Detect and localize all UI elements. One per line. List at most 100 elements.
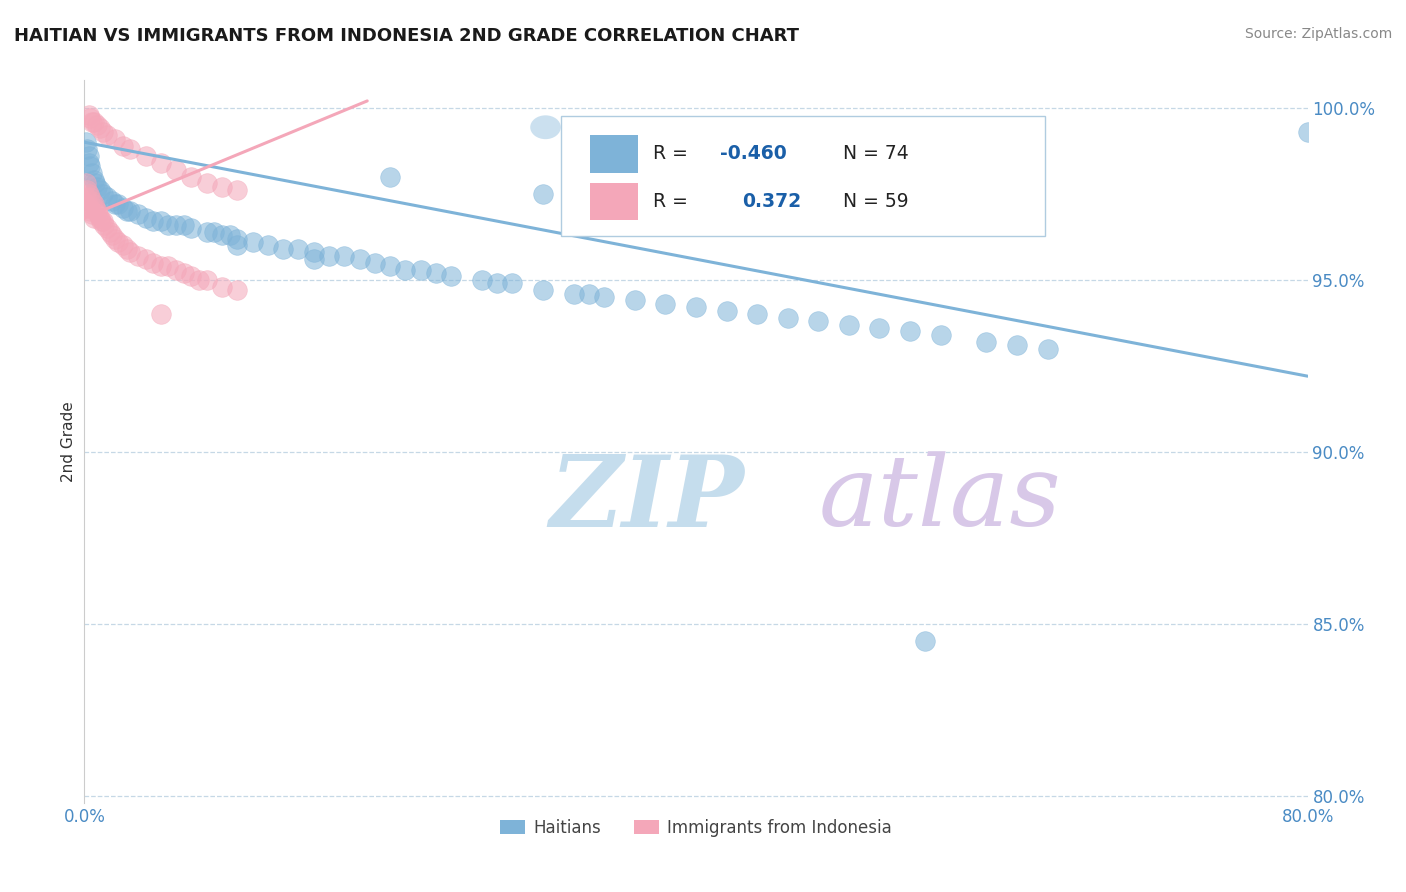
Point — [165, 162, 187, 177]
Bar — [589, 183, 638, 220]
Point — [502, 277, 524, 291]
FancyBboxPatch shape — [561, 116, 1045, 235]
Point — [96, 221, 118, 235]
Point — [578, 286, 600, 301]
Point — [75, 190, 97, 204]
Point — [562, 286, 585, 301]
Point — [84, 201, 107, 215]
Point — [976, 334, 998, 349]
Text: -0.460: -0.460 — [720, 145, 787, 163]
Point — [271, 242, 294, 256]
Point — [101, 228, 124, 243]
Point — [180, 269, 202, 284]
Point — [120, 142, 142, 156]
Point — [149, 156, 172, 170]
Point — [86, 204, 108, 219]
Text: N = 74: N = 74 — [831, 145, 908, 163]
Point — [188, 273, 211, 287]
Y-axis label: 2nd Grade: 2nd Grade — [60, 401, 76, 482]
Point — [135, 211, 157, 225]
Point — [79, 204, 101, 219]
Point — [104, 197, 127, 211]
Point — [716, 303, 738, 318]
Point — [77, 156, 100, 170]
Point — [157, 259, 180, 273]
Point — [104, 132, 127, 146]
Point — [77, 201, 100, 215]
Point — [115, 204, 138, 219]
Point — [79, 111, 101, 125]
Point — [486, 277, 509, 291]
Point — [195, 273, 218, 287]
Point — [135, 252, 157, 267]
Point — [195, 177, 218, 191]
Point — [86, 118, 108, 132]
Text: 0.372: 0.372 — [742, 192, 801, 211]
Point — [120, 245, 142, 260]
Point — [287, 242, 309, 256]
Point — [685, 301, 707, 315]
Point — [75, 177, 97, 191]
Point — [531, 186, 554, 201]
Point — [89, 121, 111, 136]
Point — [654, 297, 676, 311]
Text: atlas: atlas — [818, 451, 1062, 547]
Point — [91, 214, 114, 228]
Point — [83, 211, 105, 225]
Point — [89, 211, 111, 225]
Point — [869, 321, 891, 335]
Point — [98, 225, 121, 239]
Point — [364, 255, 387, 269]
Point — [747, 307, 769, 321]
Point — [107, 235, 129, 249]
Point — [624, 293, 647, 308]
Point — [104, 231, 127, 245]
Point — [149, 307, 172, 321]
Point — [242, 235, 264, 249]
Point — [80, 207, 103, 221]
Point — [195, 225, 218, 239]
Point — [76, 197, 98, 211]
Point — [593, 290, 616, 304]
Point — [80, 114, 103, 128]
Point — [115, 242, 138, 256]
Bar — [589, 136, 638, 173]
Point — [142, 255, 165, 269]
Point — [333, 249, 356, 263]
Point — [77, 149, 100, 163]
Point — [127, 207, 149, 221]
Point — [1296, 125, 1319, 139]
Text: HAITIAN VS IMMIGRANTS FROM INDONESIA 2ND GRADE CORRELATION CHART: HAITIAN VS IMMIGRANTS FROM INDONESIA 2ND… — [14, 27, 799, 45]
Text: R =: R = — [654, 192, 695, 211]
Point — [1036, 342, 1059, 356]
Point — [211, 180, 233, 194]
Point — [77, 108, 100, 122]
Point — [807, 314, 830, 328]
Point — [409, 262, 432, 277]
Point — [211, 228, 233, 243]
Ellipse shape — [530, 115, 561, 139]
Legend: Haitians, Immigrants from Indonesia: Haitians, Immigrants from Indonesia — [491, 810, 901, 845]
Point — [929, 327, 952, 342]
Point — [142, 214, 165, 228]
Point — [75, 135, 97, 149]
Point — [914, 634, 936, 648]
Point — [83, 114, 105, 128]
Point — [226, 283, 249, 297]
Point — [83, 173, 105, 187]
Point — [302, 252, 325, 267]
Text: R =: R = — [654, 145, 695, 163]
Point — [1005, 338, 1028, 352]
Point — [471, 273, 494, 287]
Point — [302, 245, 325, 260]
Point — [83, 197, 105, 211]
Point — [425, 266, 447, 280]
Point — [838, 318, 860, 332]
Point — [135, 149, 157, 163]
Point — [157, 218, 180, 232]
Point — [394, 262, 416, 277]
Point — [111, 201, 134, 215]
Point — [318, 249, 340, 263]
Point — [211, 279, 233, 293]
Point — [86, 180, 108, 194]
